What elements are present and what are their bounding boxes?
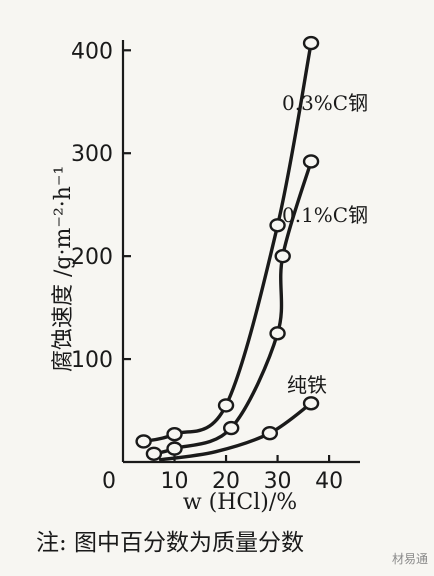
data-point — [269, 326, 286, 341]
x-axis-label: w (HCl)/% — [183, 490, 297, 515]
data-point — [217, 398, 235, 413]
y-tick-label: 100 — [71, 348, 113, 373]
series-label: 0.1%C钢 — [282, 203, 368, 227]
y-axis-label: 腐蚀速度 /g·m⁻²·h⁻¹ — [51, 166, 76, 372]
x-tick-label: 40 — [315, 469, 343, 494]
data-point — [302, 396, 320, 411]
data-point — [135, 434, 152, 449]
y-tick-label: 300 — [71, 142, 113, 167]
y-tick-label: 200 — [71, 245, 113, 270]
watermark-text: 材易通 — [392, 552, 428, 566]
data-point — [166, 427, 183, 442]
series-label: 纯铁 — [287, 373, 327, 397]
data-point — [269, 218, 286, 233]
x-tick-label: 20 — [212, 469, 240, 494]
data-point — [166, 441, 183, 456]
chart-axes: 100 200 300 400 0 10 20 30 40 — [71, 39, 360, 494]
data-point — [302, 154, 320, 169]
x-tick-label: 30 — [264, 469, 292, 494]
x-tick-label: 10 — [161, 469, 189, 494]
data-point — [302, 35, 320, 51]
series-markers — [135, 35, 320, 461]
data-point — [145, 446, 163, 461]
series-line — [158, 401, 313, 462]
data-point — [222, 420, 240, 436]
data-point — [261, 425, 279, 441]
y-tick-label: 400 — [71, 39, 113, 64]
footnote: 注: 图中百分数为质量分数 — [36, 530, 304, 556]
series-label: 0.3%C钢 — [282, 91, 368, 115]
data-point — [274, 248, 291, 264]
x-tick-label: 0 — [102, 469, 116, 494]
